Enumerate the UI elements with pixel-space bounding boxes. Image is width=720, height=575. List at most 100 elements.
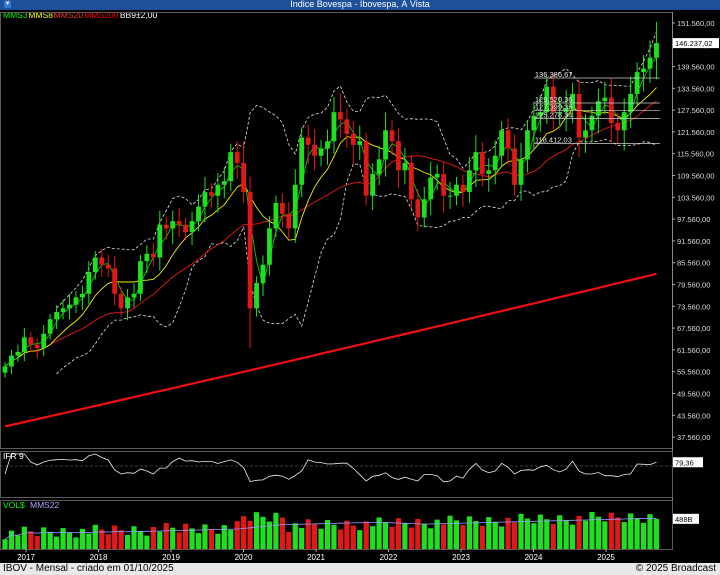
- volume-bar: [363, 521, 369, 549]
- price-tick-label: 115.560,00: [677, 150, 714, 159]
- candle-body: [67, 304, 72, 309]
- candle-body: [492, 155, 498, 171]
- candle-body: [9, 355, 14, 367]
- candle-body: [150, 253, 156, 258]
- year-label-2023: 2023: [452, 553, 470, 562]
- volume-panel[interactable]: VOL$ MMS22 488B: [0, 500, 700, 550]
- volume-bar: [324, 520, 331, 549]
- footer: IBOV - Mensal - criado em 01/10/2025 © 2…: [0, 563, 720, 575]
- app-icon: ¥: [4, 1, 11, 8]
- volume-bar: [176, 532, 182, 549]
- last-price-box: [673, 38, 719, 49]
- candle-body: [376, 159, 382, 174]
- volume-bar: [54, 536, 60, 549]
- candle-body: [389, 130, 395, 142]
- title-bar: ¥ Índice Bovespa - Ibovespa, À Vista: [0, 0, 720, 10]
- candle-body: [138, 261, 143, 294]
- candle-body: [537, 112, 543, 116]
- volume-bar: [105, 534, 111, 549]
- volume-bar: [453, 520, 460, 549]
- volume-bar: [21, 526, 27, 549]
- volume-bar: [350, 525, 356, 549]
- candle-body: [305, 137, 311, 145]
- rsi-last-box: [673, 457, 703, 468]
- volume-bar: [421, 523, 427, 549]
- volume-bar: [157, 531, 163, 549]
- price-tick-label: 61.560,00: [677, 346, 710, 355]
- candle-body: [273, 202, 279, 229]
- candle-body: [112, 268, 118, 294]
- candle-body: [402, 163, 408, 171]
- volume-last-box: [673, 513, 699, 524]
- volume-bar: [273, 512, 279, 549]
- volume-bar: [163, 522, 169, 549]
- candle-body: [550, 86, 556, 113]
- candle-body: [267, 228, 272, 265]
- footer-info: IBOV - Mensal - criado em 01/10/2025: [3, 563, 174, 574]
- volume-bar: [376, 517, 382, 549]
- volume-bar: [266, 521, 273, 549]
- candle-body: [325, 141, 330, 149]
- candle-body: [28, 337, 34, 345]
- volume-bar: [79, 528, 85, 549]
- year-label-2017: 2017: [17, 553, 35, 562]
- candle-body: [254, 282, 259, 309]
- candle-body: [434, 173, 440, 178]
- volume-bar: [466, 516, 472, 549]
- candle-body: [467, 170, 472, 193]
- price-panel[interactable]: 151.560,00145.560,00139.560,00133.560,00…: [0, 12, 720, 549]
- volume-bar: [595, 516, 601, 549]
- bollinger-upper: [56, 31, 657, 309]
- price-tick-label: 43.560,00: [677, 411, 710, 420]
- volume-bar: [215, 533, 221, 549]
- candle-body: [234, 152, 240, 164]
- volume-bar: [208, 529, 214, 549]
- year-label-2021: 2021: [307, 553, 325, 562]
- price-tick-label: 73.560,00: [677, 302, 710, 311]
- candle-body: [589, 115, 595, 131]
- panel-border: [0, 500, 673, 550]
- candle-body: [21, 337, 27, 352]
- volume-bar: [563, 519, 569, 549]
- bollinger-lower: [56, 138, 657, 375]
- legend-item-2: MMS20: [54, 10, 84, 20]
- volume-bar: [47, 532, 53, 549]
- candle-body: [221, 181, 227, 185]
- volume-title: VOL$: [3, 500, 25, 510]
- volume-bar: [137, 530, 144, 549]
- volume-ma-title: MMS22: [30, 500, 60, 510]
- volume-bar: [582, 520, 589, 549]
- volume-bar: [73, 537, 79, 549]
- volume-bar: [550, 523, 556, 549]
- fib-label: 125.278,34: [535, 110, 573, 119]
- volume-bar: [382, 522, 389, 549]
- volume-bar: [634, 518, 640, 549]
- volume-bar: [621, 522, 627, 549]
- candle-body: [576, 93, 582, 138]
- price-tick-label: 139.560,00: [677, 63, 715, 72]
- volume-bar: [499, 526, 505, 549]
- candle-body: [525, 130, 530, 160]
- price-tick-label: 103.560,00: [677, 193, 715, 202]
- volume-bar: [589, 512, 595, 549]
- candle-body: [421, 199, 427, 218]
- rsi-title: IFR 9: [3, 451, 24, 461]
- price-tick-label: 121.560,00: [677, 128, 715, 137]
- candle-body: [125, 297, 130, 309]
- volume-last-label: 488B: [675, 515, 693, 524]
- candle-body: [47, 319, 53, 334]
- candle-body: [34, 344, 40, 349]
- volume-bar: [479, 525, 485, 549]
- candle-body: [370, 173, 376, 196]
- volume-bar: [570, 524, 576, 549]
- footer-copyright: © 2025 Broadcast: [635, 563, 716, 574]
- volume-bar: [279, 517, 285, 549]
- mms8-line: [4, 87, 657, 367]
- candle-body: [486, 170, 492, 174]
- volume-bar: [28, 531, 34, 549]
- volume-bar: [505, 517, 511, 549]
- fib-label: 129.520,36: [535, 95, 573, 104]
- rsi-panel[interactable]: IFR 9 79,36: [0, 451, 703, 498]
- volume-bar: [253, 512, 260, 549]
